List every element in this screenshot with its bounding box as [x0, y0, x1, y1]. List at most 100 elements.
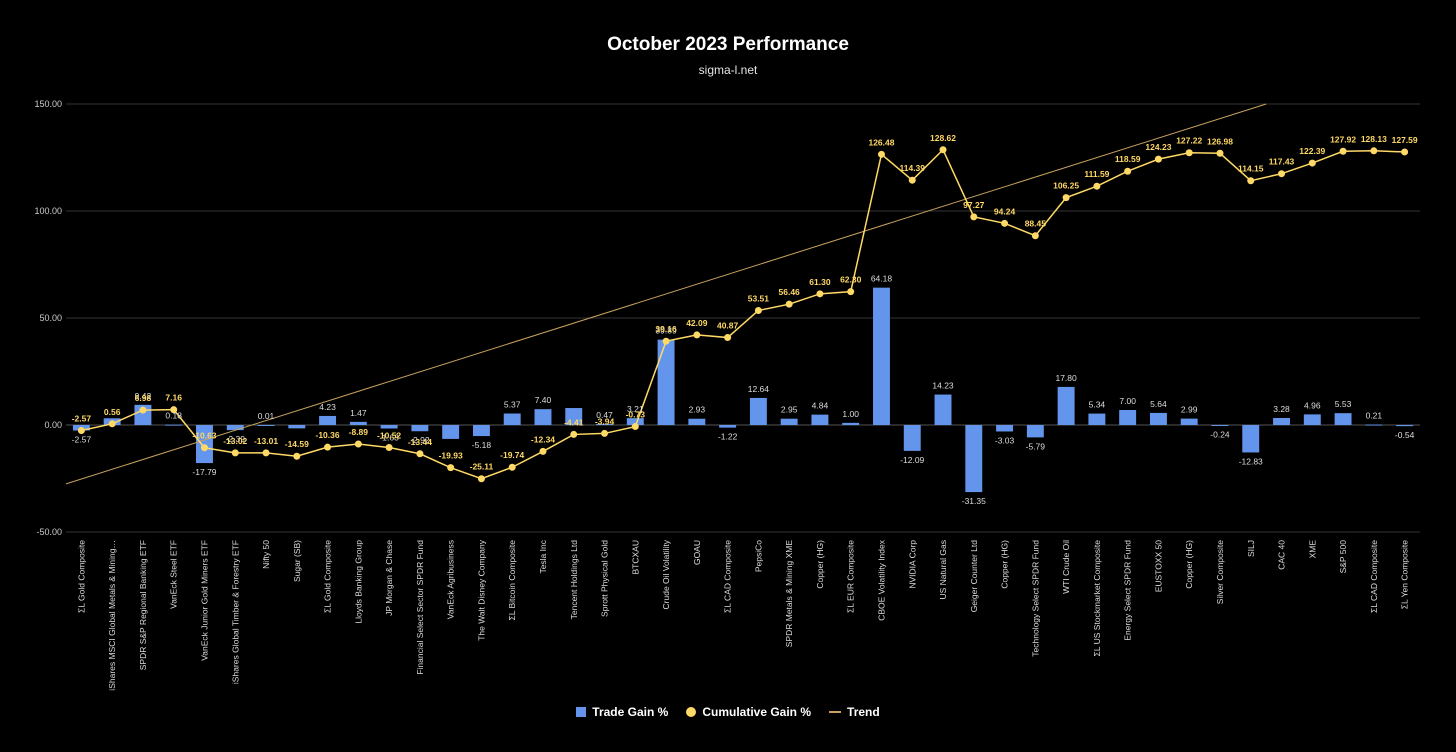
- cumulative-point: [416, 450, 424, 458]
- cumulative-point: [1370, 147, 1378, 155]
- cumulative-point: [662, 337, 670, 345]
- trend-line: [65, 103, 1267, 485]
- bar-value-label: 1.00: [842, 409, 859, 419]
- bar-value-label: 39.89: [655, 326, 677, 336]
- bar-value-label: 64.18: [871, 274, 893, 284]
- bar-value-label: 0.47: [596, 410, 613, 420]
- bar: [565, 408, 583, 425]
- bar: [780, 418, 798, 425]
- chart-legend: Trade Gain % Cumulative Gain % Trend: [0, 705, 1456, 719]
- x-tick-label: SPDR S&P Regional Banking ETF: [138, 540, 148, 670]
- cumulative-point: [754, 306, 762, 314]
- cumulative-value-label: -25.11: [470, 462, 494, 472]
- cumulative-point: [200, 444, 208, 452]
- grid-layer: -50.00 0.00 50.00 100.00 150.00 ΣL Gold Compo…: [34, 99, 1420, 691]
- cumulative-value-label: -13.02: [223, 436, 247, 446]
- x-tick-label: Tesla Inc: [538, 539, 548, 573]
- cumulative-value-label: 62.30: [840, 275, 862, 285]
- cumulative-point: [693, 331, 701, 339]
- x-tick-label: Copper (HG): [1184, 540, 1194, 589]
- chart-title: October 2023 Performance: [607, 34, 849, 55]
- cumulative-value-label: -10.36: [316, 430, 340, 440]
- cumulative-value-label: 6.98: [135, 393, 152, 403]
- cumulative-value-label: 126.48: [868, 137, 894, 147]
- x-tick-label: PepsiCo: [753, 540, 763, 572]
- cumulative-point: [724, 334, 732, 342]
- cumulative-value-label: 97.27: [963, 200, 985, 210]
- cumulative-value-label: 126.98: [1207, 136, 1233, 146]
- cumulative-value-label: 88.45: [1025, 219, 1047, 229]
- x-tick-label: NVIDIA Corp: [907, 540, 917, 589]
- cumulative-point: [1124, 167, 1132, 175]
- bar: [1180, 418, 1198, 425]
- cumulative-point: [1339, 147, 1347, 155]
- x-tick-label: VanEck Agribusiness: [446, 540, 456, 619]
- cumulative-point: [477, 475, 485, 483]
- bar-value-label: -31.35: [962, 496, 986, 506]
- x-tick-label: ΣL Gold Composite: [323, 540, 333, 613]
- bar-value-label: 0.01: [258, 411, 275, 421]
- bar: [1242, 425, 1260, 453]
- x-tick-label: EUSTOXX 50: [1153, 540, 1163, 593]
- bar-value-label: 1.47: [350, 408, 367, 418]
- cumulative-point: [108, 420, 116, 428]
- bar: [472, 425, 490, 437]
- bar: [534, 409, 552, 425]
- x-tick-label: WTI Crude Oil: [1061, 540, 1071, 594]
- bar: [842, 422, 860, 425]
- cumulative-point: [601, 429, 609, 437]
- cumulative-point: [293, 452, 301, 460]
- x-tick-label: ΣL Yen Composite: [1400, 540, 1410, 609]
- bar: [1211, 425, 1229, 426]
- cumulative-value-label: -12.34: [531, 434, 555, 444]
- cumulative-value-label: 0.56: [104, 407, 121, 417]
- legend-item-cumulative-gain[interactable]: Cumulative Gain %: [686, 705, 811, 719]
- bar: [226, 425, 244, 431]
- cumulative-value-label: -19.74: [500, 450, 524, 460]
- bar-value-label: -12.09: [900, 455, 924, 465]
- y-tick-label: 50.00: [39, 313, 62, 323]
- legend-swatch-dot: [686, 707, 697, 717]
- x-tick-label: ΣL US Stockmarket Composite: [1092, 540, 1102, 657]
- legend-item-trend[interactable]: Trend: [829, 705, 880, 719]
- bar: [1026, 425, 1044, 438]
- bar-value-label: 5.64: [1150, 399, 1167, 409]
- bar-value-label: -2.92: [410, 435, 430, 445]
- bar: [257, 424, 275, 426]
- bar-value-label: -0.24: [1210, 430, 1230, 440]
- cumulative-point: [447, 464, 455, 472]
- cumulative-value-label: 40.87: [717, 321, 739, 331]
- bar: [165, 424, 183, 426]
- bar-value-label: 17.80: [1055, 373, 1077, 383]
- cumulative-point: [1062, 194, 1070, 202]
- cumulative-value-label: 117.43: [1269, 157, 1295, 167]
- bar-value-label: -0.54: [1395, 430, 1415, 440]
- cumulative-value-label: -10.52: [377, 431, 401, 441]
- cumulative-value-label: 106.25: [1053, 181, 1079, 191]
- legend-swatch-bar: [576, 707, 587, 717]
- cumulative-point: [939, 146, 947, 154]
- cumulative-line: [81, 148, 1405, 480]
- cumulative-value-label: 39.16: [655, 324, 677, 334]
- cumulative-point: [1031, 232, 1039, 240]
- y-tick-label: 100.00: [34, 206, 62, 216]
- x-tick-label: ΣL Bitcoin Composite: [507, 540, 517, 621]
- legend-label-trend: Trend: [847, 705, 880, 719]
- bar-value-label: -17.79: [192, 467, 216, 477]
- cumulative-point: [1185, 149, 1193, 157]
- bar-value-label: 2.95: [781, 405, 798, 415]
- bar: [1396, 425, 1414, 427]
- cumulative-point: [324, 443, 332, 451]
- bar-value-label: 5.34: [1089, 400, 1106, 410]
- bar-value-label: 12.64: [748, 384, 770, 394]
- bar-value-label: 14.23: [932, 381, 954, 391]
- bar-value-label: 5.53: [1335, 399, 1352, 409]
- cumulative-point: [1278, 170, 1286, 178]
- cumulative-value-label: 128.13: [1361, 134, 1387, 144]
- bar: [288, 425, 306, 429]
- bar: [196, 425, 213, 464]
- bar: [996, 425, 1014, 432]
- x-tick-label: US Natural Gas: [938, 540, 948, 600]
- x-tick-label: VanEck Junior Gold Miners ETF: [199, 540, 209, 661]
- legend-item-trade-gain[interactable]: Trade Gain %: [576, 705, 668, 719]
